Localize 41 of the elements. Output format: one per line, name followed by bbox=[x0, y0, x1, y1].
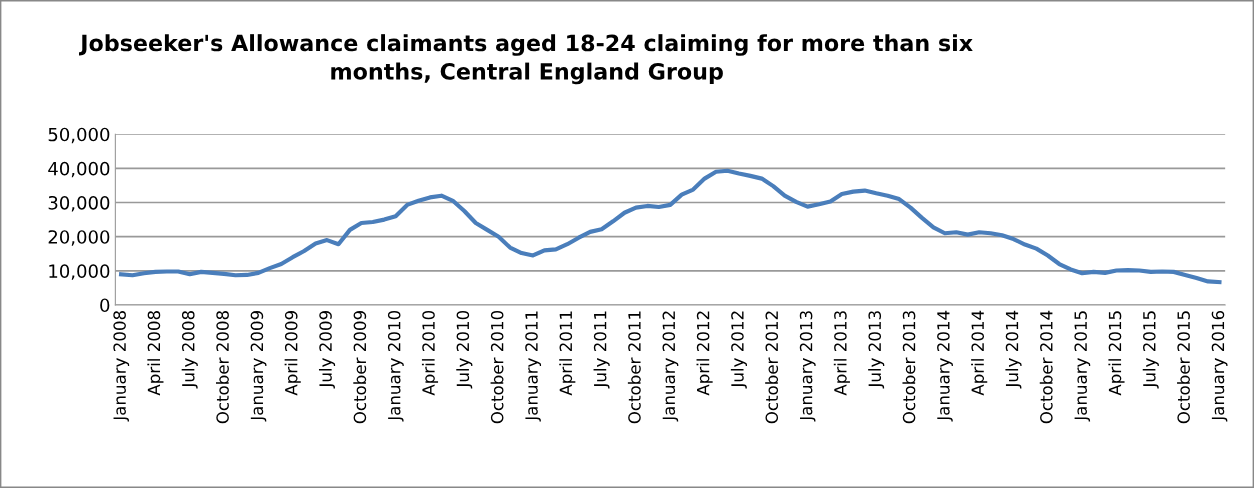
x-tick-label: July 2010 bbox=[456, 310, 473, 389]
x-tick-label: July 2013 bbox=[868, 311, 885, 389]
x-tick-label: July 2012 bbox=[730, 311, 747, 389]
x-tick-label: October 2012 bbox=[765, 311, 779, 424]
x-tick-label: July 2009 bbox=[318, 311, 336, 389]
x-tick-label: January 2014 bbox=[937, 310, 953, 422]
y-tick-label: 30,000 bbox=[48, 195, 110, 212]
x-tick-label: October 2015 bbox=[1177, 311, 1190, 424]
x-tick-label: October 2009 bbox=[353, 311, 367, 424]
chart-title: Jobseeker's Allowance claimants aged 18-24 claiming for more than six months, Central England Group bbox=[79, 34, 973, 85]
x-tick-label: October 2008 bbox=[215, 311, 229, 424]
x-tick-label: July 2015 bbox=[1142, 311, 1159, 389]
x-tick-label: April 2011 bbox=[559, 311, 576, 396]
x-tick-label: January 2013 bbox=[799, 311, 816, 422]
x-tick-label: October 2010 bbox=[490, 310, 504, 424]
x-tick-label: January 2016 bbox=[1211, 310, 1228, 422]
y-tick-label: 0 bbox=[100, 298, 110, 313]
y-tick-label: 10,000 bbox=[49, 264, 110, 280]
y-tick-label: 50,000 bbox=[48, 127, 110, 144]
x-tick-label: April 2010 bbox=[421, 310, 439, 396]
line-series bbox=[119, 168, 1222, 285]
x-tick-label: April 2009 bbox=[284, 311, 301, 396]
x-tick-label: April 2013 bbox=[833, 311, 850, 396]
x-tick-label: January 2008 bbox=[113, 311, 130, 422]
x-tick-label: July 2011 bbox=[593, 311, 610, 389]
x-tick-label: January 2010 bbox=[387, 310, 404, 422]
x-tick-label: April 2012 bbox=[696, 311, 713, 396]
y-tick-label: 20,000 bbox=[48, 230, 110, 246]
x-tick-label: January 2009 bbox=[250, 311, 267, 422]
x-tick-label: April 2008 bbox=[147, 311, 164, 396]
x-tick-label: April 2015 bbox=[1108, 311, 1125, 396]
x-tick-label: July 2008 bbox=[181, 311, 198, 389]
x-tick-label: January 2011 bbox=[525, 311, 542, 422]
x-tick-label: October 2011 bbox=[627, 311, 641, 424]
x-tick-label: January 2012 bbox=[662, 311, 679, 422]
x-tick-label: April 2014 bbox=[971, 310, 988, 396]
x-tick-label: July 2014 bbox=[1005, 310, 1022, 389]
x-tick-label: October 2014 bbox=[1039, 310, 1053, 424]
y-tick-label: 40,000 bbox=[48, 161, 110, 178]
x-tick-label: January 2015 bbox=[1074, 311, 1091, 422]
x-tick-label: October 2013 bbox=[902, 311, 916, 424]
